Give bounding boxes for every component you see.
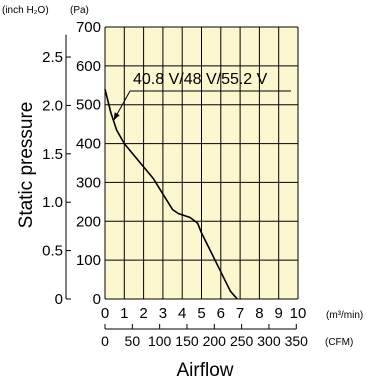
y-tick-label-pa: 300 [76,174,101,191]
x-tick-label-cfm: 50 [125,333,141,349]
y-tick-label-pa: 400 [76,136,101,153]
y-tick-label-inch: 2.0 [42,97,63,114]
y-tick-label-inch: 2.5 [42,49,63,66]
series-label: 40.8 V/48 V/55.2 V [133,71,268,88]
series-label-arrowhead [113,112,120,121]
x-tick-label-m3: 2 [139,305,147,322]
x-tick-label-cfm: 350 [285,333,309,349]
x-axis-title: Airflow [176,360,233,381]
x-tick-label-m3: 5 [197,305,205,322]
x-tick-label-cfm: 100 [148,333,172,349]
y-tick-label-inch: 1.5 [42,146,63,163]
x-tick-label-m3: 6 [217,305,225,322]
y-tick-label-pa: 0 [93,291,101,308]
x-tick-label-m3: 4 [178,305,186,322]
x-tick-label-cfm: 300 [257,333,281,349]
x-tick-label-m3: 7 [236,305,244,322]
y-tick-label-inch: 1.0 [42,194,63,211]
x-tick-label-cfm: 200 [203,333,227,349]
series-line-0 [104,89,238,300]
series-layer [104,89,291,300]
y-tick-label-pa: 200 [76,213,101,230]
bottom-axes: 0 1 2 3 4 5 6 7 8 9 100 50 100 150 200 250 300 350 [101,305,308,349]
x-tick-label-cfm: 150 [175,333,199,349]
y-tick-label-inch: 0.5 [42,243,63,260]
y-tick-label-pa: 500 [76,97,101,114]
x-tick-label-m3: 0 [101,305,109,322]
cfm-unit-label: (CFM) [325,337,353,348]
y-axis-title: Static pressure [16,102,37,229]
pa-unit-label: (Pa) [70,5,89,16]
x-tick-label-m3: 10 [290,305,307,322]
inch-unit-label: (inch H₂O) [2,5,49,16]
left-axes: 0 100 200 300 400 500 600 700 0 0.5 1.0 1.5 2.0 2.5 [42,19,101,308]
x-tick-label-cfm: 0 [101,333,109,349]
x-tick-label-m3: 8 [255,305,263,322]
x-tick-label-m3: 3 [159,305,167,322]
x-tick-label-m3: 1 [120,305,128,322]
m3-unit-label: (m³/min) [326,310,363,321]
y-tick-label-inch: 0 [55,291,63,308]
grid [104,26,299,300]
y-tick-label-pa: 600 [76,58,101,75]
y-tick-label-pa: 100 [76,252,101,269]
x-tick-label-m3: 9 [275,305,283,322]
x-tick-label-cfm: 250 [230,333,254,349]
y-tick-label-pa: 700 [76,19,101,36]
